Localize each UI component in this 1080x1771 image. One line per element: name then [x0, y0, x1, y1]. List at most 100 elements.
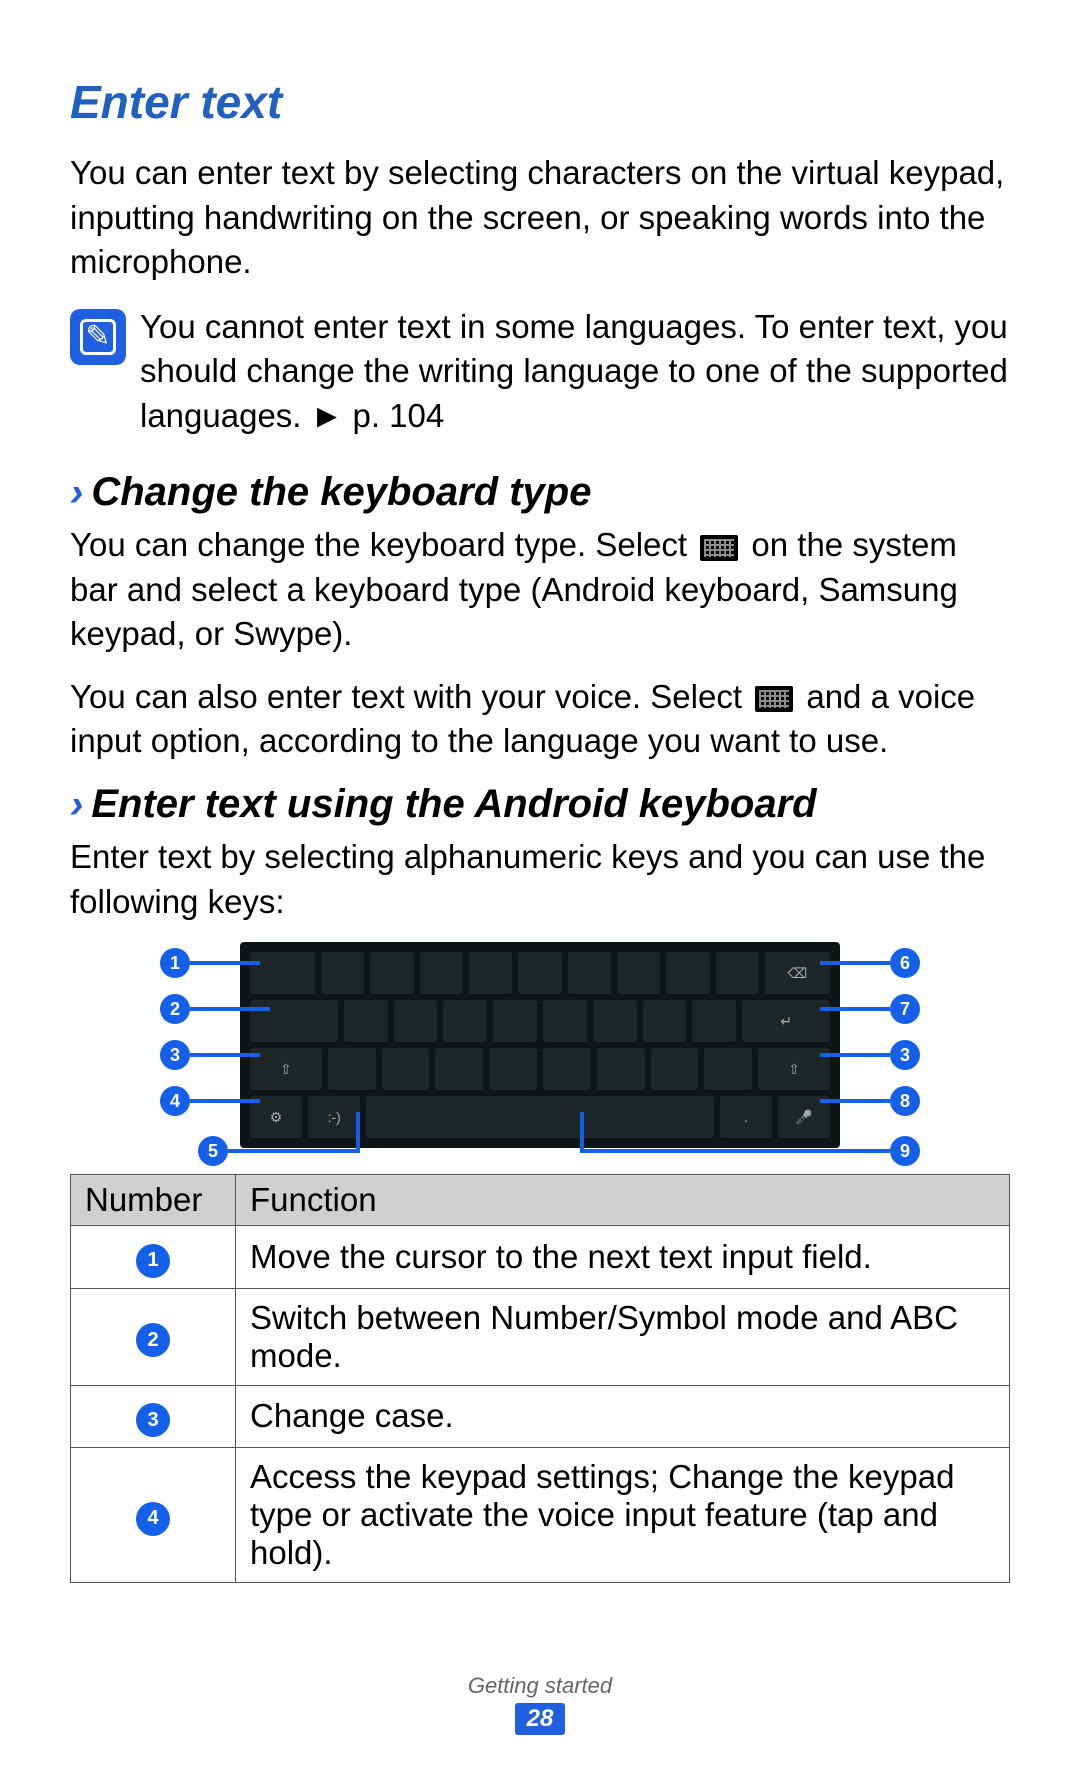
table-cell-function: Access the keypad settings; Change the k… [236, 1448, 1010, 1583]
keyboard-key [493, 1000, 537, 1042]
keyboard-diagram: ⌫↵⇧⇧⚙:-).🎤 1 2 3 4 5 6 7 3 8 9 [160, 942, 920, 1148]
keyboard-key [666, 952, 709, 994]
callout-line [580, 1112, 584, 1153]
section-change-heading: › Change the keyboard type [70, 470, 1010, 515]
change-paragraph-2: You can also enter text with your voice.… [70, 675, 1010, 764]
table-header-row: Number Function [71, 1175, 1010, 1226]
keyboard-key [617, 952, 660, 994]
table-row: 4 Access the keypad settings; Change the … [71, 1448, 1010, 1583]
callout-line [580, 1149, 890, 1153]
callout-line [190, 1007, 270, 1011]
keyboard-key [543, 1000, 587, 1042]
keyboard-key [344, 1000, 388, 1042]
keyboard-key [328, 1048, 376, 1090]
keyboard-key [597, 1048, 645, 1090]
callout-6: 6 [890, 948, 920, 978]
page-title: Enter text [70, 75, 1010, 129]
keyboard-key [250, 952, 315, 994]
callout-line [190, 961, 260, 965]
callout-9: 9 [890, 1136, 920, 1166]
keyboard-key: ⇧ [250, 1048, 322, 1090]
callout-line [820, 1007, 890, 1011]
table-cell-function: Move the cursor to the next text input f… [236, 1226, 1010, 1289]
keyboard-key: ↵ [742, 1000, 830, 1042]
keyboard-key [382, 1048, 430, 1090]
footer-section: Getting started [0, 1673, 1080, 1699]
keyboard-key [435, 1048, 483, 1090]
keyboard-key [568, 952, 611, 994]
keyboard-key [321, 952, 364, 994]
keyboard-key [518, 952, 561, 994]
android-paragraph: Enter text by selecting alphanumeric key… [70, 835, 1010, 924]
callout-line [820, 1099, 890, 1103]
chevron-icon: › [70, 782, 83, 827]
keyboard-icon [755, 686, 793, 712]
note-icon [70, 309, 126, 365]
number-circle-icon: 2 [136, 1323, 170, 1357]
keyboard-key [651, 1048, 699, 1090]
table-cell-function: Change case. [236, 1385, 1010, 1448]
keyboard-row: ⌫ [250, 952, 830, 994]
number-circle-icon: 4 [136, 1502, 170, 1536]
keyboard-key: . [720, 1096, 772, 1138]
table-cell-number: 4 [71, 1448, 236, 1583]
note-block: You cannot enter text in some languages.… [70, 305, 1010, 439]
callout-8: 8 [890, 1086, 920, 1116]
keyboard-key [366, 1096, 714, 1138]
keyboard-key [692, 1000, 736, 1042]
callout-line [820, 1053, 890, 1057]
keyboard-key: :-) [308, 1096, 360, 1138]
keyboard-key [469, 952, 512, 994]
table-cell-number: 3 [71, 1385, 236, 1448]
callout-3l: 3 [160, 1040, 190, 1070]
keyboard-key [704, 1048, 752, 1090]
keyboard-key [394, 1000, 438, 1042]
keyboard-key [716, 952, 759, 994]
number-circle-icon: 3 [136, 1403, 170, 1437]
keyboard-row: ⇧⇧ [250, 1048, 830, 1090]
callout-line [356, 1112, 360, 1153]
callout-5: 5 [198, 1136, 228, 1166]
intro-paragraph: You can enter text by selecting characte… [70, 151, 1010, 285]
keyboard-key [543, 1048, 591, 1090]
keyboard-icon [700, 535, 738, 561]
callout-line [190, 1053, 260, 1057]
callout-3r: 3 [890, 1040, 920, 1070]
table-row: 2 Switch between Number/Symbol mode and A… [71, 1288, 1010, 1385]
keyboard-key [489, 1048, 537, 1090]
keyboard-key: ⌫ [765, 952, 830, 994]
change-p1a: You can change the keyboard type. Select [70, 526, 696, 563]
section-android-title: Enter text using the Android keyboard [91, 782, 816, 827]
callout-line [228, 1149, 360, 1153]
keyboard-key [593, 1000, 637, 1042]
table-row: 3 Change case. [71, 1385, 1010, 1448]
keyboard-row: ↵ [250, 1000, 830, 1042]
change-p2a: You can also enter text with your voice.… [70, 678, 751, 715]
section-change-title: Change the keyboard type [91, 470, 591, 515]
keyboard-key [370, 952, 413, 994]
function-table: Number Function 1 Move the cursor to the … [70, 1174, 1010, 1583]
note-text: You cannot enter text in some languages.… [140, 305, 1010, 439]
table-row: 1 Move the cursor to the next text input … [71, 1226, 1010, 1289]
table-cell-number: 2 [71, 1288, 236, 1385]
callout-7: 7 [890, 994, 920, 1024]
callout-line [820, 961, 890, 965]
callout-1: 1 [160, 948, 190, 978]
page-number: 28 [515, 1703, 566, 1735]
table-header-function: Function [236, 1175, 1010, 1226]
keyboard-row: ⚙:-).🎤 [250, 1096, 830, 1138]
page-footer: Getting started 28 [0, 1673, 1080, 1735]
keyboard-key [443, 1000, 487, 1042]
callout-2: 2 [160, 994, 190, 1024]
keyboard-key [643, 1000, 687, 1042]
callout-line [190, 1099, 260, 1103]
number-circle-icon: 1 [136, 1244, 170, 1278]
change-paragraph-1: You can change the keyboard type. Select… [70, 523, 1010, 657]
table-header-number: Number [71, 1175, 236, 1226]
keyboard-key [420, 952, 463, 994]
table-cell-number: 1 [71, 1226, 236, 1289]
keyboard-image: ⌫ ↵ ⇧⇧ ⚙:-).🎤 [240, 942, 840, 1148]
chevron-icon: › [70, 470, 83, 515]
callout-4: 4 [160, 1086, 190, 1116]
table-cell-function: Switch between Number/Symbol mode and AB… [236, 1288, 1010, 1385]
